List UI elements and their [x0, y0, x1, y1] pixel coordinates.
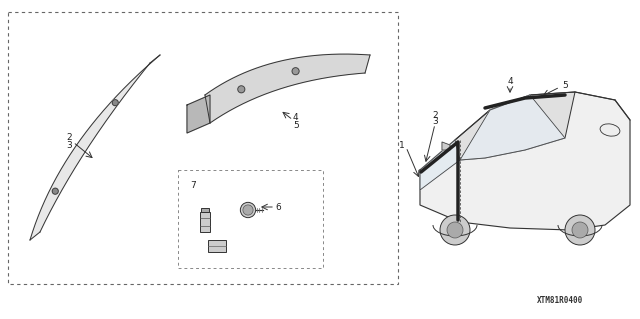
- Text: 3: 3: [67, 140, 72, 150]
- Text: 4: 4: [507, 78, 513, 86]
- Circle shape: [447, 222, 463, 238]
- Polygon shape: [420, 140, 460, 190]
- Polygon shape: [455, 92, 575, 160]
- Circle shape: [241, 202, 255, 218]
- Circle shape: [565, 215, 595, 245]
- Text: 2: 2: [67, 133, 72, 143]
- Ellipse shape: [600, 124, 620, 136]
- Polygon shape: [30, 55, 160, 240]
- Circle shape: [238, 86, 245, 93]
- Text: 4: 4: [293, 114, 299, 122]
- Polygon shape: [187, 95, 210, 133]
- Circle shape: [243, 205, 253, 215]
- Circle shape: [52, 188, 58, 194]
- Text: 3: 3: [432, 117, 438, 127]
- Text: 6: 6: [275, 203, 281, 211]
- Circle shape: [292, 68, 299, 75]
- Polygon shape: [420, 92, 630, 230]
- Circle shape: [112, 100, 118, 106]
- Text: 5: 5: [562, 80, 568, 90]
- Polygon shape: [442, 142, 450, 150]
- Polygon shape: [460, 95, 565, 160]
- Bar: [178, 170, 323, 268]
- Text: 2: 2: [432, 110, 438, 120]
- Circle shape: [572, 222, 588, 238]
- Text: 1: 1: [399, 140, 405, 150]
- Text: 5: 5: [293, 121, 299, 130]
- Bar: [8, 12, 398, 284]
- Text: 7: 7: [190, 181, 196, 189]
- Bar: [200, 212, 211, 232]
- Bar: [208, 240, 226, 252]
- Circle shape: [440, 215, 470, 245]
- Polygon shape: [205, 54, 370, 123]
- Bar: [202, 208, 209, 212]
- Text: XTM81R0400: XTM81R0400: [537, 296, 583, 305]
